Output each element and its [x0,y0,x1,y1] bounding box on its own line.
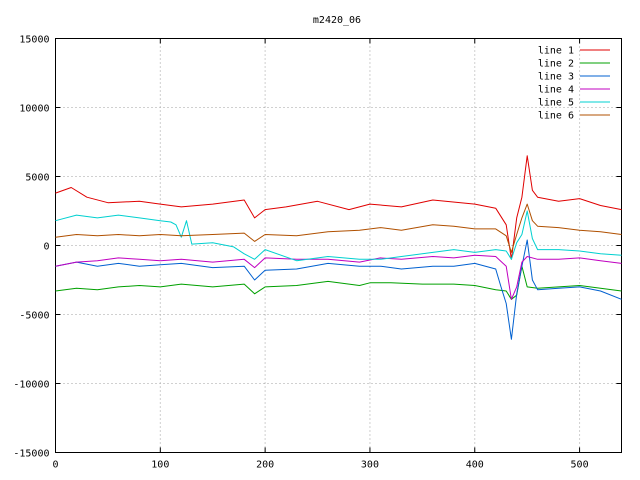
legend: line 1 line 2 line 3 line 4 line 5 line 6 [538,46,610,122]
legend-label: line 6 [538,111,574,122]
x-tick-label: 200 [256,460,274,471]
legend-label: line 3 [538,72,574,83]
y-tick-label: -15000 [13,449,49,460]
x-tick-label: 0 [52,460,58,471]
legend-label: line 5 [538,98,574,109]
x-tick-label: 400 [466,460,484,471]
x-tick-label: 100 [151,460,169,471]
y-tick-label: -10000 [13,380,49,391]
series-line-3 [55,239,622,340]
series-line-4 [55,254,622,300]
x-tick-label: 500 [571,460,589,471]
y-tick-label: 5000 [25,173,49,184]
y-tick-label: 10000 [19,104,49,115]
chart-title: m2420_06 [313,15,361,26]
y-tick-label: 0 [43,242,49,253]
legend-label: line 2 [538,59,574,70]
series-line-5 [55,210,622,262]
series-line-1 [55,155,622,260]
series-lines [55,155,622,340]
y-tick-label: -5000 [19,311,49,322]
legend-label: line 4 [538,85,574,96]
y-tick-label: 15000 [19,35,49,46]
grid-lines [55,38,622,453]
series-line-2 [55,265,622,300]
axis-ticks: 0 100 200 300 400 500 15000 10000 5000 0 -5000 -100… [13,35,622,471]
legend-label: line 1 [538,46,574,57]
series-line-6 [55,203,622,253]
x-tick-label: 300 [361,460,379,471]
